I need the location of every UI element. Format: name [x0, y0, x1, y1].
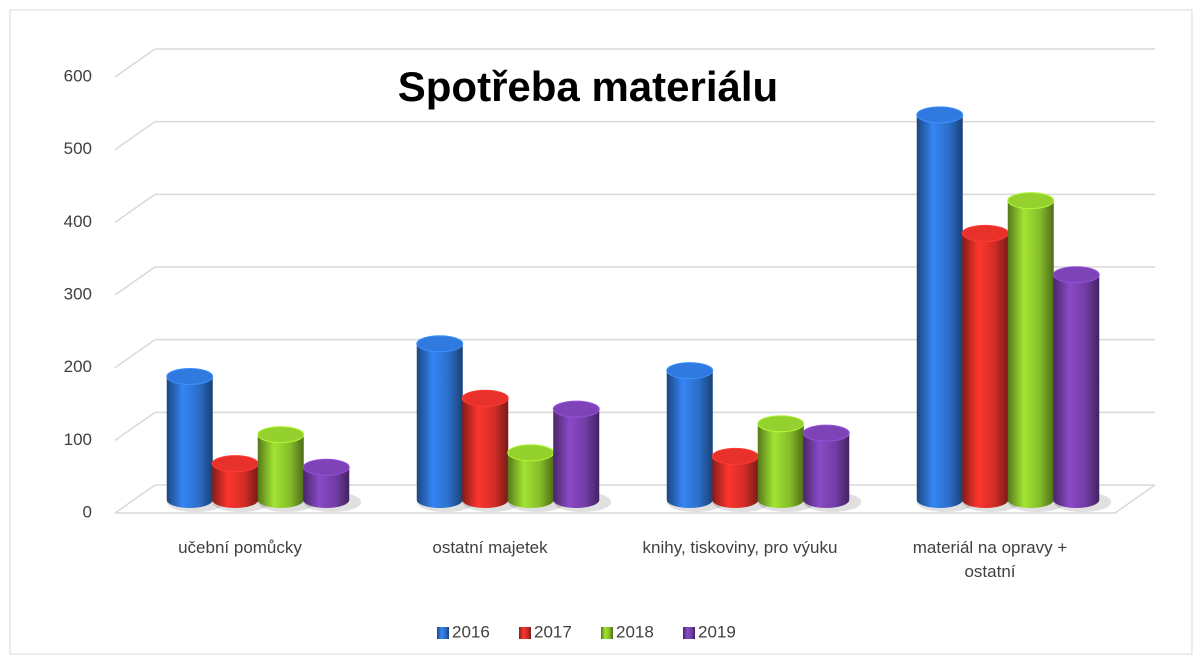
- bar: [507, 452, 554, 508]
- legend-label: 2019: [698, 622, 736, 641]
- bar: [166, 376, 213, 508]
- y-tick-label: 100: [64, 430, 92, 449]
- bar-top: [802, 424, 850, 442]
- bar-top: [507, 444, 555, 462]
- y-tick-label: 0: [83, 502, 92, 521]
- bar: [666, 370, 713, 508]
- y-tick-label: 500: [64, 139, 92, 158]
- grid-line: [114, 338, 1155, 369]
- bar: [212, 463, 259, 508]
- bar: [757, 423, 804, 508]
- bar: [803, 433, 850, 508]
- bar-top: [461, 389, 509, 407]
- bar-top: [916, 106, 964, 124]
- bar-top: [666, 362, 714, 380]
- y-tick-label: 600: [64, 66, 92, 85]
- bar-top: [257, 426, 305, 444]
- bar-top: [416, 335, 464, 353]
- legend-swatch: [683, 627, 695, 639]
- bar-top: [166, 367, 214, 385]
- y-tick-label: 200: [64, 357, 92, 376]
- bar: [462, 398, 509, 508]
- bar: [416, 343, 463, 508]
- bar-top: [961, 224, 1009, 242]
- legend-swatch: [601, 627, 613, 639]
- bar: [303, 467, 350, 508]
- bar: [916, 114, 963, 508]
- x-tick-label: ostatní majetek: [432, 538, 548, 557]
- grid-line: [114, 411, 1155, 441]
- bar: [1053, 274, 1100, 508]
- grid-line: [114, 48, 1155, 78]
- bar-top: [552, 400, 600, 418]
- legend-label: 2018: [616, 622, 654, 641]
- x-tick-label: učební pomůcky: [178, 538, 302, 557]
- bar-top: [757, 415, 805, 433]
- bar-top: [1052, 266, 1100, 284]
- bar-top: [302, 458, 350, 476]
- legend-swatch: [437, 627, 449, 639]
- bar: [1007, 200, 1054, 508]
- legend-swatch: [519, 627, 531, 639]
- x-tick-label: knihy, tiskoviny, pro výuku: [642, 538, 838, 557]
- bar-top: [1007, 192, 1055, 210]
- bar-top: [211, 455, 259, 473]
- grid-line: [114, 120, 1155, 151]
- floor-edge: [1114, 484, 1156, 514]
- bar: [962, 233, 1009, 508]
- grid-line: [114, 193, 1155, 223]
- legend-label: 2016: [452, 622, 490, 641]
- bar-top: [711, 447, 759, 465]
- bar: [553, 409, 600, 508]
- chart-title: Spotřeba materiálu: [398, 63, 778, 110]
- y-tick-label: 300: [64, 284, 92, 303]
- y-tick-label: 400: [64, 212, 92, 231]
- legend-label: 2017: [534, 622, 572, 641]
- x-tick-label: materiál na opravy + ostatní: [912, 538, 1068, 581]
- grid-line: [114, 266, 1155, 296]
- bar: [257, 434, 304, 508]
- bar: [712, 456, 759, 508]
